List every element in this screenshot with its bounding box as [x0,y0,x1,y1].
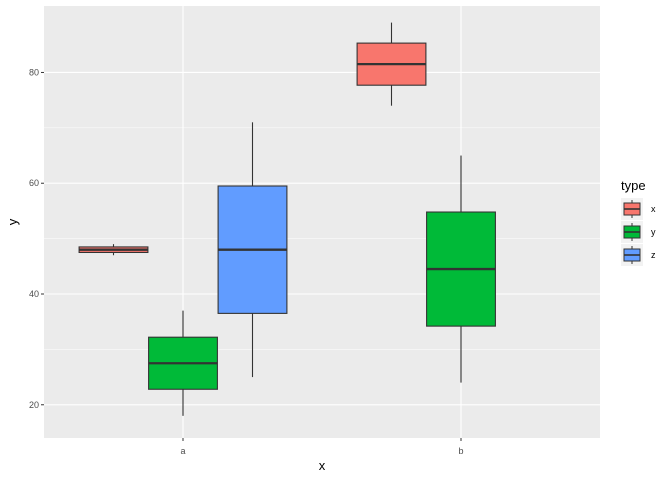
x-tick-label: b [458,446,463,456]
legend-label: y [651,227,656,237]
box-series [78,22,496,416]
y-axis: 20 40 60 80 [29,67,44,410]
x-axis-title: x [319,458,326,473]
legend-item-z: z [621,244,656,266]
legend-label: z [651,250,656,260]
legend-title: type [621,178,646,193]
panel-background [44,6,600,438]
legend: type x y z [621,178,656,266]
box-z-a [217,122,288,378]
legend-label: x [651,204,656,214]
box-y-a [148,310,218,416]
legend-item-y: y [621,221,656,243]
legend-item-x: x [621,198,656,220]
x-tick-label: a [180,446,185,456]
y-tick-label: 60 [29,178,39,188]
box-x-a [78,244,149,256]
y-tick-label: 80 [29,67,39,77]
y-tick-label: 40 [29,289,39,299]
y-tick-label: 20 [29,400,39,410]
box-y-b [426,155,496,383]
box-x-b [356,22,427,106]
y-axis-title: y [5,218,20,225]
